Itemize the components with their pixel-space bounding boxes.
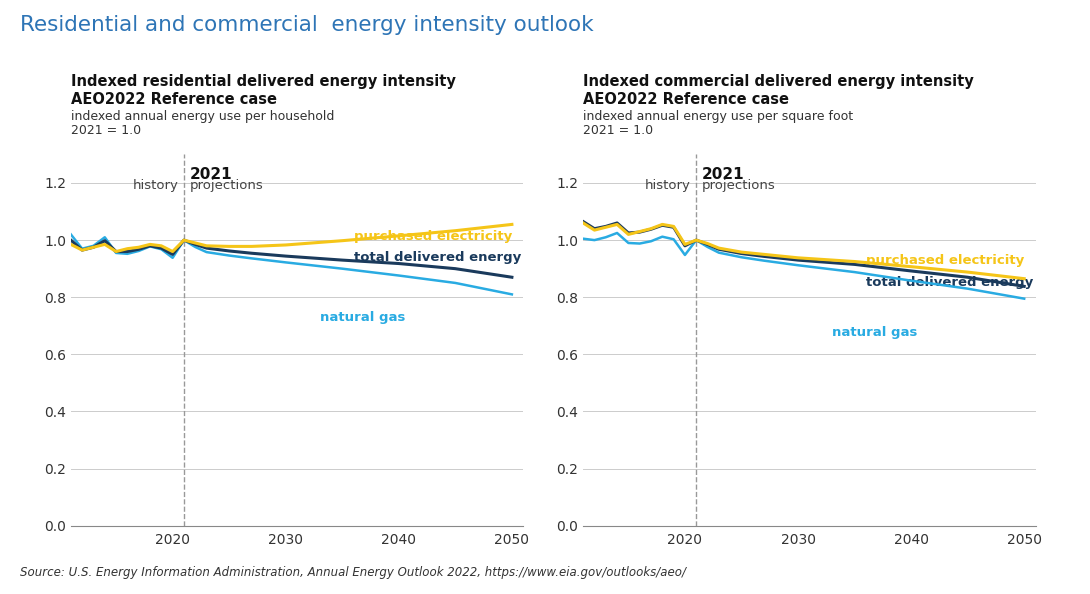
- Text: natural gas: natural gas: [832, 327, 918, 339]
- Text: 2021: 2021: [702, 168, 744, 182]
- Text: Indexed commercial delivered energy intensity: Indexed commercial delivered energy inte…: [583, 74, 973, 89]
- Text: Source: U.S. Energy Information Administration, Annual Energy Outlook 2022, http: Source: U.S. Energy Information Administ…: [20, 566, 686, 579]
- Text: indexed annual energy use per square foot: indexed annual energy use per square foo…: [583, 110, 853, 123]
- Text: 2021: 2021: [190, 168, 232, 182]
- Text: Residential and commercial  energy intensity outlook: Residential and commercial energy intens…: [20, 15, 593, 35]
- Text: total delivered energy: total delivered energy: [353, 251, 521, 264]
- Text: AEO2022 Reference case: AEO2022 Reference case: [583, 92, 789, 107]
- Text: AEO2022 Reference case: AEO2022 Reference case: [71, 92, 277, 107]
- Text: 2021 = 1.0: 2021 = 1.0: [583, 124, 653, 137]
- Text: projections: projections: [190, 179, 264, 192]
- Text: natural gas: natural gas: [319, 311, 405, 324]
- Text: 2021 = 1.0: 2021 = 1.0: [71, 124, 141, 137]
- Text: history: history: [644, 179, 691, 192]
- Text: indexed annual energy use per household: indexed annual energy use per household: [71, 110, 335, 123]
- Text: total delivered energy: total delivered energy: [865, 276, 1033, 289]
- Text: Indexed residential delivered energy intensity: Indexed residential delivered energy int…: [71, 74, 456, 89]
- Text: purchased electricity: purchased electricity: [865, 254, 1025, 267]
- Text: history: history: [132, 179, 179, 192]
- Text: purchased electricity: purchased electricity: [353, 230, 512, 243]
- Text: projections: projections: [702, 179, 776, 192]
